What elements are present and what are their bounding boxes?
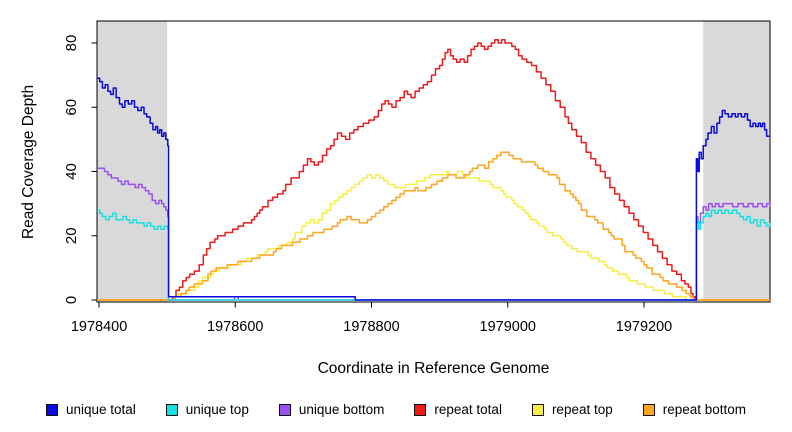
- y-tick-label: 60: [63, 99, 80, 116]
- legend-item-repeat-top: repeat top: [531, 402, 613, 417]
- legend-swatch-icon: [642, 403, 655, 416]
- legend-item-repeat-bottom: repeat bottom: [642, 402, 747, 417]
- legend-item-unique-total: unique total: [45, 402, 136, 417]
- series-unique-top: [97, 209, 771, 301]
- x-tick-label: 1979200: [616, 319, 672, 335]
- plot-box: [96, 20, 771, 303]
- legend-swatch-icon: [414, 403, 427, 416]
- legend-label: repeat total: [434, 402, 502, 417]
- legend-item-unique-bottom: unique bottom: [278, 402, 385, 417]
- series-repeat-total: [97, 39, 770, 301]
- y-tick-label: 0: [63, 296, 80, 304]
- legend-label: repeat bottom: [662, 402, 747, 417]
- legend-label: unique bottom: [298, 402, 385, 417]
- legend-swatch-icon: [531, 403, 544, 416]
- y-axis-title: Read Coverage Depth: [20, 84, 37, 240]
- series-repeat-bottom: [97, 151, 770, 301]
- x-tick-label: 1978600: [207, 319, 263, 335]
- legend-swatch-icon: [165, 403, 178, 416]
- legend-label: unique total: [65, 402, 136, 417]
- x-tick-label: 1979000: [480, 319, 536, 335]
- series-repeat-top: [97, 170, 770, 301]
- legend-swatch-icon: [278, 403, 291, 416]
- series-unique-total: [97, 77, 770, 301]
- y-tick-label: 80: [63, 35, 80, 52]
- legend: unique total unique top unique bottom repea…: [0, 402, 792, 417]
- series-unique-bottom: [97, 167, 771, 301]
- x-tick-label: 1978800: [343, 319, 399, 335]
- shaded-region-left: [97, 21, 168, 302]
- legend-label: unique top: [185, 402, 249, 417]
- y-tick-label: 40: [63, 163, 80, 180]
- y-tick-label: 20: [63, 227, 80, 244]
- legend-label: repeat top: [551, 402, 613, 417]
- legend-swatch-icon: [45, 403, 58, 416]
- legend-item-unique-top: unique top: [165, 402, 249, 417]
- legend-item-repeat-total: repeat total: [414, 402, 502, 417]
- x-tick-label: 1978400: [71, 319, 127, 335]
- x-axis-title: Coordinate in Reference Genome: [317, 360, 550, 377]
- shaded-region-right: [703, 21, 770, 302]
